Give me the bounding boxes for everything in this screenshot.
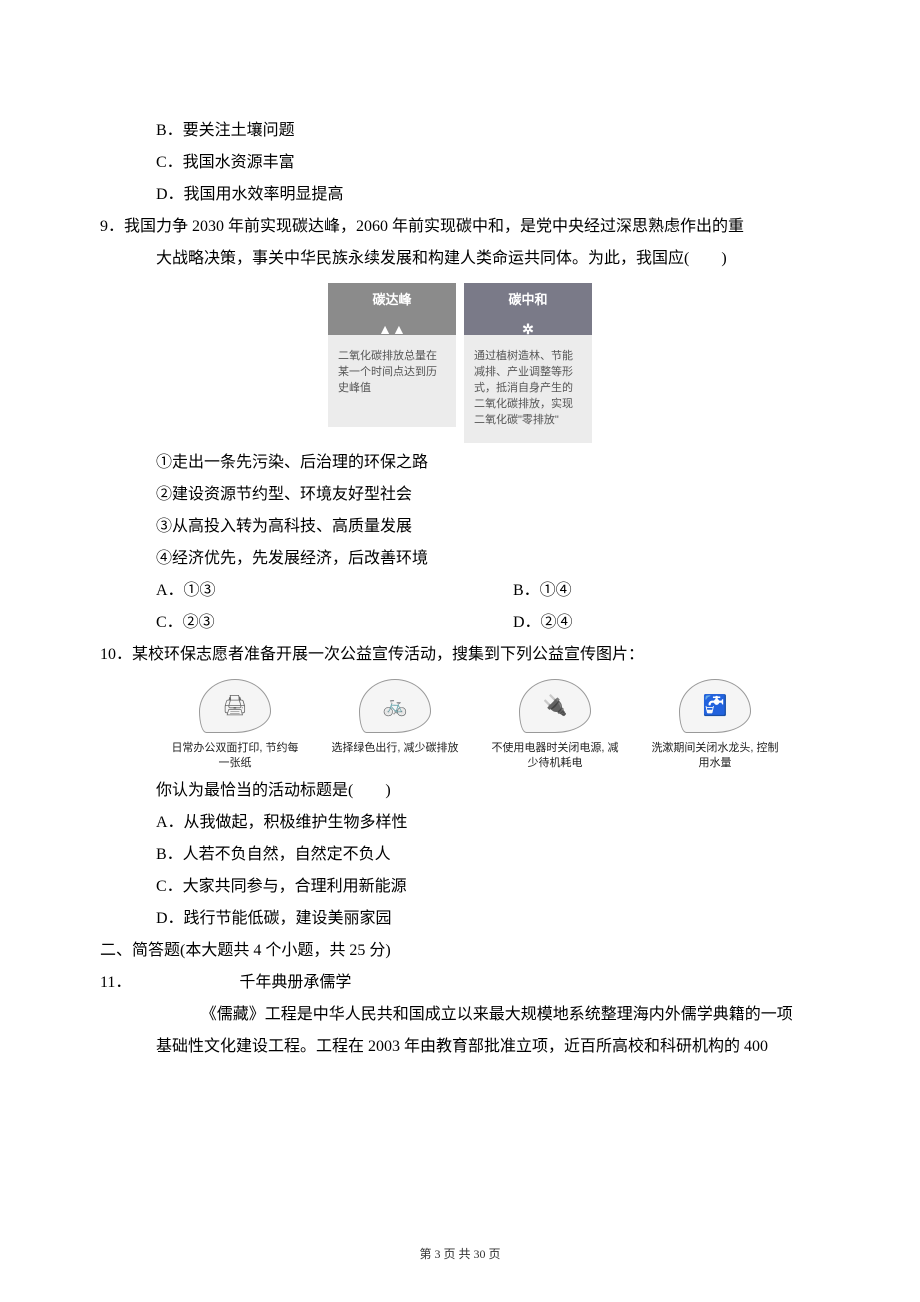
footer-prefix: 第 (419, 1247, 434, 1261)
footer-suffix: 页 (486, 1247, 501, 1261)
q9-card2-head: 碳中和 ✲ (464, 283, 592, 335)
q9-statement-4: ④经济优先，先发展经济，后改善环境 (100, 543, 820, 575)
q11-number: 11． (100, 974, 131, 991)
q10-option-c: C．大家共同参与，合理利用新能源 (100, 871, 820, 903)
footer-total: 30 (474, 1247, 486, 1261)
q10-item-1: 🖨 日常办公双面打印, 节约每一张纸 (170, 679, 300, 772)
q11-para-2: 基础性文化建设工程。工程在 2003 年由教育部批准立项，近百所高校和科研机构的… (100, 1031, 820, 1063)
section-2-title: 二、简答题(本大题共 4 个小题，共 25 分) (100, 935, 820, 967)
q8-option-c: C．我国水资源丰富 (100, 147, 820, 179)
q9-card1-title: 碳达峰 (372, 287, 411, 313)
q8-option-b: B．要关注土壤问题 (100, 115, 820, 147)
q10-substem: 你认为最恰当的活动标题是( ) (100, 775, 820, 807)
q9-card1-body: 二氧化碳排放总量在某一个时间点达到历史峰值 (328, 335, 456, 427)
q10-item-2: 🚲 选择绿色出行, 减少碳排放 (330, 679, 460, 772)
q11-title: 千年典册承儒学 (239, 974, 351, 991)
q9-option-c: C．②③ (156, 607, 463, 639)
q10-item-3: 🔌 不使用电器时关闭电源, 减少待机耗电 (490, 679, 620, 772)
q10-option-d: D．践行节能低碳，建设美丽家园 (100, 903, 820, 935)
faucet-icon: 🚰 (679, 679, 751, 733)
q9-stem-line1: 9．我国力争 2030 年前实现碳达峰，2060 年前实现碳中和，是党中央经过深… (100, 211, 820, 243)
q9-statement-2: ②建设资源节约型、环境友好型社会 (100, 479, 820, 511)
q9-statement-3: ③从高投入转为高科技、高质量发展 (100, 511, 820, 543)
q10-caption-2: 选择绿色出行, 减少碳排放 (331, 741, 458, 756)
q9-option-a: A．①③ (156, 575, 463, 607)
q9-card2-body: 通过植树造林、节能减排、产业调整等形式，抵消自身产生的二氧化碳排放，实现二氧化碳… (464, 335, 592, 443)
q10-caption-4: 洗漱期间关闭水龙头, 控制用水量 (650, 741, 780, 772)
q10-caption-3: 不使用电器时关闭电源, 减少待机耗电 (490, 741, 620, 772)
q9-card-carbon-peak: 碳达峰 ▲▲ 二氧化碳排放总量在某一个时间点达到历史峰值 (328, 283, 456, 443)
q10-item-4: 🚰 洗漱期间关闭水龙头, 控制用水量 (650, 679, 780, 772)
q9-stem-line2: 大战略决策，事关中华民族永续发展和构建人类命运共同体。为此，我国应( ) (100, 243, 820, 275)
q9-card2-title: 碳中和 (508, 287, 547, 313)
q10-stem: 10．某校环保志愿者准备开展一次公益宣传活动，搜集到下列公益宣传图片： (100, 639, 820, 671)
q8-option-d: D．我国用水效率明显提高 (100, 179, 820, 211)
q10-caption-1: 日常办公双面打印, 节约每一张纸 (170, 741, 300, 772)
q9-card-carbon-neutral: 碳中和 ✲ 通过植树造林、节能减排、产业调整等形式，抵消自身产生的二氧化碳排放，… (464, 283, 592, 443)
q9-statement-1: ①走出一条先污染、后治理的环保之路 (100, 447, 820, 479)
footer-mid: 页 共 (440, 1247, 473, 1261)
q10-figure: 🖨 日常办公双面打印, 节约每一张纸 🚲 选择绿色出行, 减少碳排放 🔌 不使用… (100, 679, 820, 772)
page-footer: 第 3 页 共 30 页 (0, 1242, 920, 1266)
q11-line: 11． 千年典册承儒学 (100, 967, 820, 999)
printer-icon: 🖨 (199, 679, 271, 733)
bicycle-icon: 🚲 (359, 679, 431, 733)
q9-card1-head: 碳达峰 ▲▲ (328, 283, 456, 335)
q10-option-b: B．人若不负自然，自然定不负人 (100, 839, 820, 871)
q10-option-a: A．从我做起，积极维护生物多样性 (100, 807, 820, 839)
plug-icon: 🔌 (519, 679, 591, 733)
q9-figure: 碳达峰 ▲▲ 二氧化碳排放总量在某一个时间点达到历史峰值 碳中和 ✲ 通过植树造… (100, 283, 820, 443)
q9-option-d: D．②④ (463, 607, 820, 639)
q11-para-1: 《儒藏》工程是中华人民共和国成立以来最大规模地系统整理海内外儒学典籍的一项 (100, 999, 820, 1031)
q9-option-b: B．①④ (463, 575, 820, 607)
